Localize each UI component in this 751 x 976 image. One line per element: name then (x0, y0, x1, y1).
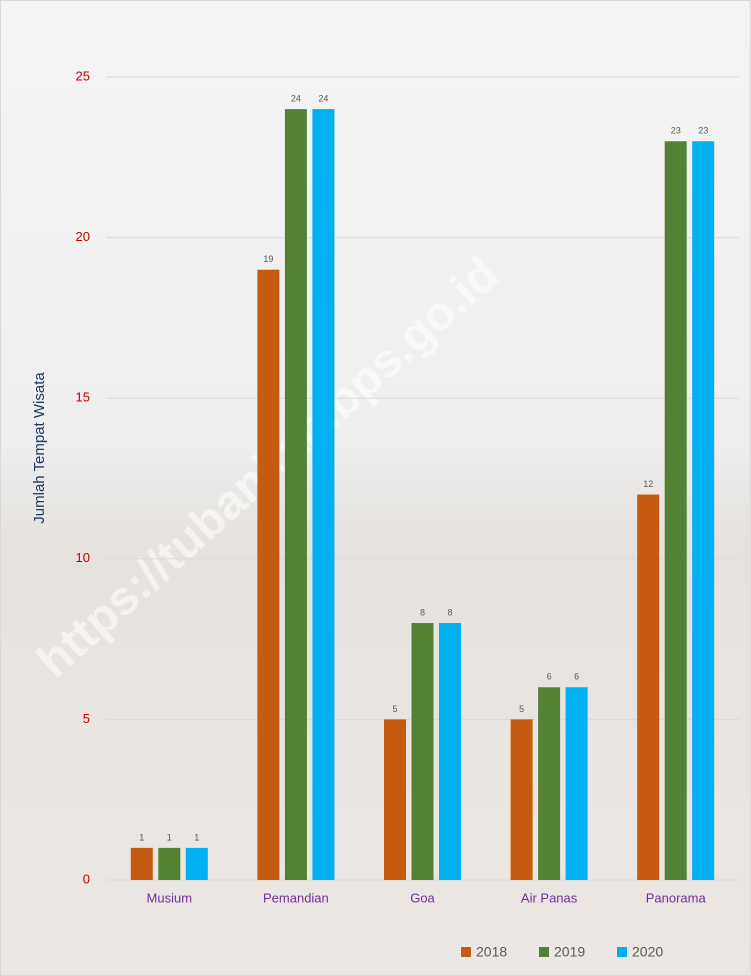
data-label: 12 (643, 479, 653, 489)
data-label: 19 (263, 254, 273, 264)
y-tick-label: 20 (76, 229, 90, 244)
legend-swatch (539, 947, 549, 957)
data-label: 5 (392, 704, 397, 714)
bar (692, 141, 715, 881)
y-tick-label: 5 (83, 711, 90, 726)
bar (185, 847, 208, 880)
data-label: 24 (291, 93, 301, 103)
bar (284, 109, 307, 881)
bar (257, 269, 280, 881)
bar (312, 109, 335, 881)
data-label: 23 (698, 126, 708, 136)
data-label: 8 (420, 607, 425, 617)
data-label: 6 (547, 672, 552, 682)
x-tick-label: Panorama (646, 890, 707, 905)
y-tick-label: 0 (83, 871, 90, 886)
bar (510, 719, 533, 880)
legend-label: 2018 (476, 944, 507, 960)
x-tick-label: Air Panas (521, 890, 578, 905)
data-label: 8 (447, 607, 452, 617)
bar (439, 623, 461, 880)
data-label: 6 (574, 672, 579, 682)
legend-label: 2019 (554, 944, 585, 960)
bar (538, 687, 561, 880)
bar (158, 847, 181, 880)
bar (384, 719, 406, 880)
y-tick-label: 15 (76, 390, 90, 405)
data-label: 24 (318, 93, 328, 103)
data-label: 1 (194, 832, 199, 842)
legend-swatch (461, 947, 471, 957)
legend-swatch (617, 947, 627, 957)
data-label: 5 (519, 704, 524, 714)
x-tick-label: Goa (410, 890, 435, 905)
bar (411, 623, 434, 880)
x-tick-label: Pemandian (263, 890, 329, 905)
bar (637, 494, 660, 880)
data-label: 1 (139, 832, 144, 842)
data-label: 23 (671, 126, 681, 136)
bar (664, 141, 687, 881)
data-label: 1 (167, 832, 172, 842)
y-axis-label: Jumlah Tempat Wisata (31, 372, 48, 524)
bar (565, 687, 588, 880)
bar (130, 847, 153, 880)
y-tick-label: 25 (76, 68, 90, 83)
y-tick-label: 10 (76, 550, 90, 565)
x-tick-label: Musium (147, 890, 193, 905)
legend-label: 2020 (632, 944, 663, 960)
